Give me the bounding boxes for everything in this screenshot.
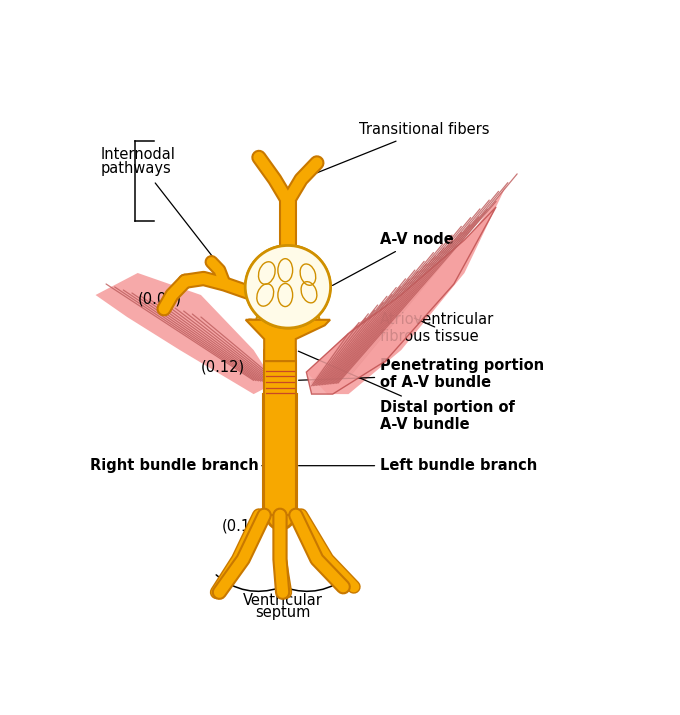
Polygon shape: [264, 361, 296, 516]
Text: Ventricular: Ventricular: [243, 593, 322, 608]
Text: Left bundle branch: Left bundle branch: [299, 458, 537, 473]
Text: (0.03): (0.03): [137, 292, 182, 306]
Polygon shape: [95, 273, 275, 394]
Text: Transitional fibers: Transitional fibers: [317, 122, 490, 173]
Polygon shape: [245, 320, 330, 361]
Ellipse shape: [247, 247, 328, 327]
Polygon shape: [307, 185, 507, 394]
Text: Penetrating portion
of A-V bundle: Penetrating portion of A-V bundle: [299, 358, 544, 390]
Text: Right bundle branch: Right bundle branch: [90, 458, 264, 473]
Text: Atrioventricular
fibrous tissue: Atrioventricular fibrous tissue: [380, 312, 494, 344]
Ellipse shape: [245, 246, 330, 327]
Text: (0.16): (0.16): [222, 519, 266, 533]
Ellipse shape: [251, 250, 320, 297]
Ellipse shape: [245, 245, 330, 328]
Polygon shape: [263, 394, 297, 516]
Text: (0.12): (0.12): [201, 359, 245, 374]
Ellipse shape: [245, 245, 330, 328]
Text: A-V node: A-V node: [333, 232, 454, 285]
Text: pathways: pathways: [101, 161, 171, 176]
Text: Distal portion of
A-V bundle: Distal portion of A-V bundle: [299, 351, 515, 433]
Polygon shape: [265, 361, 294, 394]
Polygon shape: [264, 328, 296, 361]
Polygon shape: [256, 309, 320, 325]
Text: septum: septum: [255, 605, 310, 620]
Polygon shape: [248, 320, 311, 328]
Text: Internodal: Internodal: [101, 147, 175, 162]
Polygon shape: [307, 207, 496, 394]
